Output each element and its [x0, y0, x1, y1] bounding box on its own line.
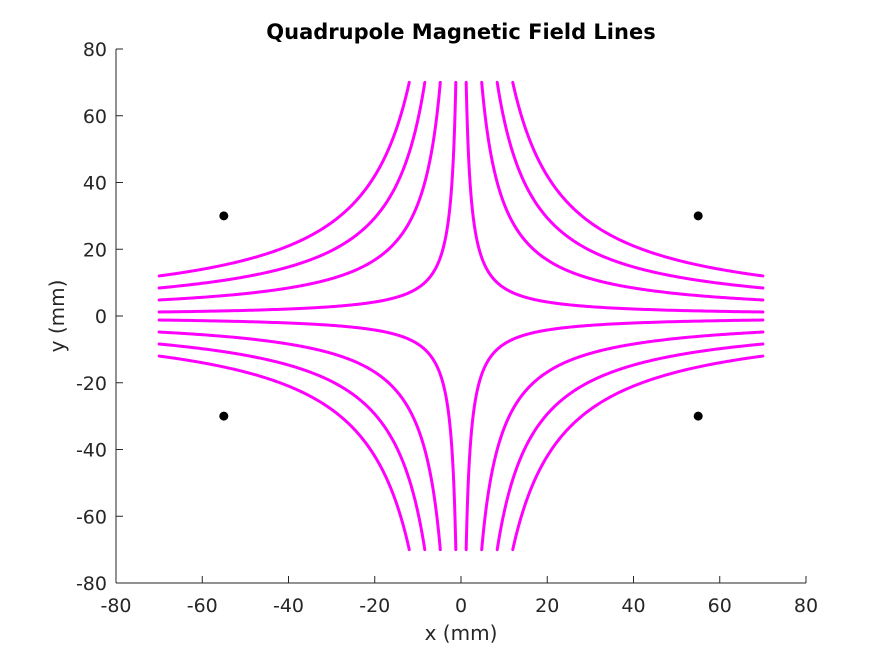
- pole-marker: [219, 211, 229, 221]
- y-tick-label: -60: [76, 506, 107, 528]
- field-line: [157, 80, 411, 278]
- field-line: [480, 330, 765, 552]
- field-line: [157, 318, 458, 552]
- y-axis-label: y (mm): [45, 280, 69, 353]
- y-tick-label: 60: [83, 106, 107, 128]
- x-axis-label: x (mm): [425, 621, 498, 645]
- x-tick-label: -40: [273, 595, 304, 617]
- x-tick-label: 80: [794, 595, 818, 617]
- pole-marker: [693, 211, 703, 221]
- field-line: [495, 342, 765, 552]
- x-tick-label: 0: [455, 595, 467, 617]
- x-tick-label: -60: [187, 595, 218, 617]
- pole-marker: [693, 411, 703, 421]
- field-line: [511, 354, 765, 552]
- x-tick-label: -20: [359, 595, 390, 617]
- field-line: [464, 318, 765, 552]
- field-line: [480, 80, 765, 302]
- field-line: [157, 330, 442, 552]
- field-line: [157, 342, 427, 552]
- y-tick-label: 40: [83, 173, 107, 195]
- field-line: [464, 80, 765, 314]
- chart-title: Quadrupole Magnetic Field Lines: [266, 20, 655, 44]
- x-tick-label: 60: [708, 595, 732, 617]
- y-tick-label: 20: [83, 239, 107, 261]
- field-line: [157, 80, 458, 314]
- y-tick-label: 0: [95, 306, 107, 328]
- field-line: [495, 80, 765, 290]
- y-tick-label: 80: [83, 39, 107, 61]
- x-tick-label: 40: [621, 595, 645, 617]
- axes: -80 -60 -40 -20 0 20 40 60 80 -80 -60 -40 -20 0 20 40 60…: [76, 39, 818, 617]
- field-lines-layer: [157, 80, 765, 552]
- pole-marker: [219, 411, 229, 421]
- pole-markers-layer: [219, 211, 703, 421]
- y-tick-label: -20: [76, 373, 107, 395]
- field-line: [157, 354, 411, 552]
- field-line: [511, 80, 765, 278]
- field-line: [157, 80, 427, 290]
- x-tick-label: 20: [535, 595, 559, 617]
- field-line: [157, 80, 442, 302]
- y-tick-label: -80: [76, 573, 107, 595]
- x-tick-label: -80: [100, 595, 131, 617]
- y-tick-label: -40: [76, 440, 107, 462]
